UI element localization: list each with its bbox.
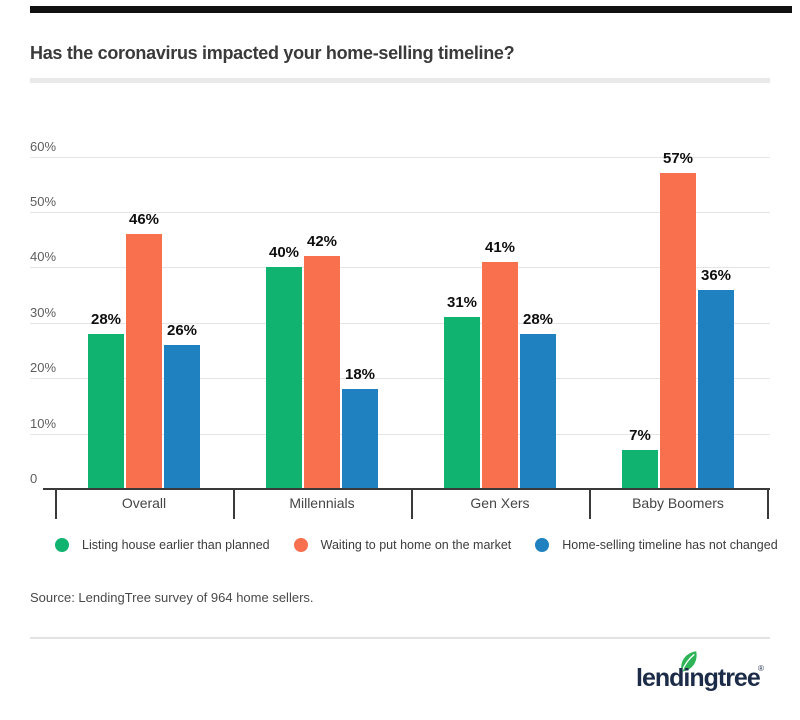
axis-tick xyxy=(233,488,235,519)
bar-baby-boomers-series-1 xyxy=(660,173,696,489)
bar-value-label: 31% xyxy=(446,294,478,312)
bar-value-label: 41% xyxy=(484,238,516,256)
gridline xyxy=(30,267,770,269)
bar-overall-series-2 xyxy=(164,344,200,489)
gridline xyxy=(30,156,770,158)
bar-chart: 0 10% 20% 30% 40% 50% 60% 28% 46% 26% Overall 40% 42… xyxy=(30,138,770,519)
axis-tick xyxy=(411,488,413,519)
y-axis-label: 0 xyxy=(30,471,38,486)
y-axis-label: 50% xyxy=(30,194,57,209)
y-axis-label: 40% xyxy=(30,249,57,265)
legend-swatch xyxy=(535,538,550,552)
bar-millennials-series-1 xyxy=(304,256,340,489)
bar-value-label: 42% xyxy=(306,233,338,251)
legend-item: Home-selling timeline has not changed xyxy=(535,538,778,552)
y-axis-label: 20% xyxy=(30,360,57,376)
bar-value-label: 46% xyxy=(128,211,160,229)
bar-overall-series-0 xyxy=(88,333,124,489)
gridline xyxy=(30,322,770,324)
bar-gen-xers-series-0 xyxy=(444,317,480,489)
footer-divider xyxy=(30,637,770,639)
lendingtree-logo: lendingtree ® xyxy=(630,650,790,705)
bar-baby-boomers-series-0 xyxy=(622,450,658,489)
gridline xyxy=(30,212,770,213)
logo-text: lendingtree xyxy=(636,664,761,692)
x-axis xyxy=(43,488,770,490)
y-axis-label: 10% xyxy=(30,415,57,431)
legend-label: Home-selling timeline has not changed xyxy=(562,538,778,552)
chart-legend: Listing house earlier than planned Waitin… xyxy=(55,538,778,552)
bar-value-label: 7% xyxy=(629,427,651,445)
bar-value-label: 26% xyxy=(166,321,198,339)
bar-gen-xers-series-1 xyxy=(482,261,518,489)
gridline xyxy=(30,433,770,435)
category-label: Gen Xers xyxy=(470,495,530,511)
legend-swatch xyxy=(55,538,69,552)
category-label: Overall xyxy=(121,495,167,511)
axis-tick xyxy=(589,488,591,519)
bar-millennials-series-0 xyxy=(266,267,302,489)
legend-label: Waiting to put home on the market xyxy=(320,538,512,552)
category-label: Baby Boomers xyxy=(632,495,724,511)
y-axis-label: 60% xyxy=(30,138,57,154)
page-title: Has the coronavirus impacted your home-s… xyxy=(30,43,515,63)
category-label: Millennials xyxy=(289,495,355,511)
bar-value-label: 18% xyxy=(344,366,376,384)
axis-tick xyxy=(767,488,769,519)
gridline xyxy=(30,378,770,380)
bar-value-label: 28% xyxy=(90,310,122,328)
registered-mark: ® xyxy=(758,664,764,673)
legend-item: Waiting to put home on the market xyxy=(293,538,512,552)
title-divider xyxy=(30,78,770,83)
bar-value-label: 57% xyxy=(662,150,694,168)
legend-item: Listing house earlier than planned xyxy=(55,538,270,552)
axis-tick xyxy=(55,488,57,519)
bar-value-label: 36% xyxy=(700,266,732,284)
bar-baby-boomers-series-2 xyxy=(698,289,734,489)
top-accent-bar xyxy=(30,6,792,13)
bar-value-label: 28% xyxy=(522,310,554,328)
legend-label: Listing house earlier than planned xyxy=(82,538,270,552)
legend-swatch xyxy=(293,538,308,552)
bar-value-label: 40% xyxy=(268,244,300,262)
leaf-icon xyxy=(681,651,697,672)
bar-millennials-series-2 xyxy=(342,389,378,489)
bar-gen-xers-series-2 xyxy=(520,333,556,489)
y-axis-label: 30% xyxy=(30,304,57,320)
bar-overall-series-1 xyxy=(126,234,162,489)
source-text: Source: LendingTree survey of 964 home s… xyxy=(30,590,314,605)
